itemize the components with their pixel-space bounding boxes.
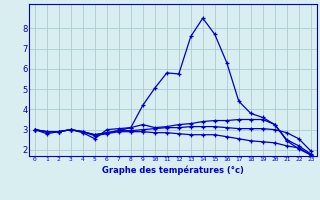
X-axis label: Graphe des températures (°c): Graphe des températures (°c) bbox=[102, 165, 244, 175]
